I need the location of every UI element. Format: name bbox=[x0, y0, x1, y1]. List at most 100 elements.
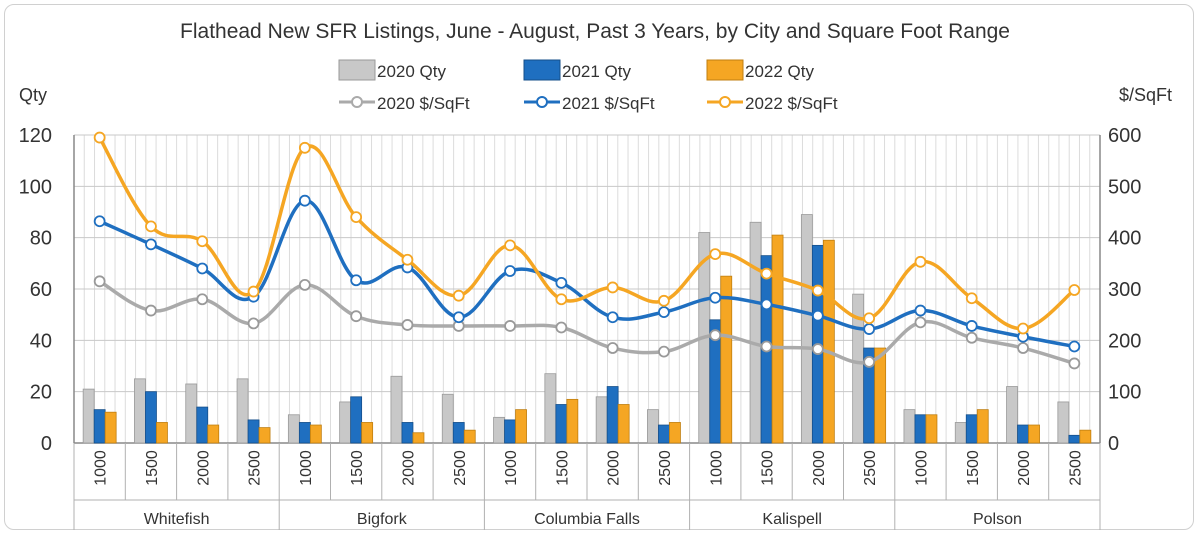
group-label: Whitefish bbox=[144, 511, 210, 528]
y2-tick-label: 0 bbox=[1108, 433, 1119, 455]
bar-2021-qty bbox=[965, 414, 978, 444]
bar-2021-qty bbox=[196, 406, 209, 444]
legend-swatch bbox=[706, 59, 744, 81]
bar-2020-qty bbox=[954, 422, 967, 444]
x-tick-label: 1000 bbox=[298, 450, 315, 486]
legend-item-2021-price: 2021 $/SqFt bbox=[524, 94, 655, 113]
bar-2022-qty bbox=[412, 432, 425, 444]
point-2022-sqft bbox=[658, 294, 670, 307]
bar-2022-qty bbox=[669, 422, 681, 444]
bar-2021-qty bbox=[247, 419, 260, 444]
tick-labels: 0 20 40 60 80 100 120 0 100 200 300 400 500 600 1000 15… bbox=[19, 125, 1142, 528]
bar-2022-qty bbox=[258, 427, 271, 444]
bar-2021-qty bbox=[1068, 434, 1081, 444]
bar-2021-qty bbox=[1017, 424, 1029, 444]
point-2021-sqft bbox=[350, 274, 363, 287]
group-label: Bigfork bbox=[357, 511, 408, 528]
x-tick-label: 2000 bbox=[195, 450, 212, 486]
bar-2021-qty bbox=[350, 396, 363, 444]
y2-tick-label: 400 bbox=[1108, 228, 1141, 250]
point-2020-sqft bbox=[914, 316, 927, 329]
y2-tick-label: 500 bbox=[1108, 176, 1141, 198]
bar-2020-qty bbox=[800, 214, 813, 444]
legend-item-2021-qty: 2021 Qty bbox=[523, 59, 631, 81]
point-2021-sqft bbox=[709, 291, 722, 304]
legend-label: 2021 $/SqFt bbox=[562, 94, 655, 113]
point-2021-sqft bbox=[555, 276, 568, 289]
point-2022-sqft bbox=[452, 289, 465, 302]
bar-2020-qty bbox=[595, 396, 608, 444]
bar-2020-qty bbox=[82, 388, 95, 444]
bar-2021-qty bbox=[555, 404, 568, 444]
point-2020-sqft bbox=[93, 275, 106, 288]
point-2020-sqft bbox=[658, 345, 670, 358]
bar-2022-qty bbox=[976, 409, 989, 444]
bar-2022-qty bbox=[771, 234, 784, 444]
bar-2020-qty bbox=[1057, 401, 1070, 444]
x-tick-label: 2000 bbox=[606, 450, 623, 486]
point-2022-sqft bbox=[145, 220, 157, 233]
legend: 2020 Qty 2021 Qty 2022 Qty 2020 $/SqFt 2… bbox=[338, 59, 838, 113]
point-2020-sqft bbox=[1017, 342, 1029, 354]
point-2020-sqft bbox=[811, 343, 824, 355]
point-2020-sqft bbox=[145, 304, 157, 317]
point-2020-sqft bbox=[350, 310, 363, 323]
bar-2022-qty bbox=[822, 239, 835, 444]
x-tick-label: 2000 bbox=[811, 450, 828, 486]
point-2022-sqft bbox=[606, 281, 619, 294]
x-tick-label: 2000 bbox=[1016, 450, 1033, 486]
point-2021-sqft bbox=[965, 320, 978, 332]
point-2020-sqft bbox=[401, 319, 414, 331]
bar-2022-qty bbox=[1079, 429, 1092, 444]
y-tick-label: 40 bbox=[30, 330, 52, 352]
x-tick-label: 1000 bbox=[93, 450, 110, 486]
point-2022-sqft bbox=[811, 284, 824, 297]
legend-marker bbox=[351, 96, 363, 108]
lines bbox=[93, 131, 1081, 370]
x-tick-label: 2500 bbox=[1067, 450, 1084, 486]
point-2022-sqft bbox=[1017, 322, 1029, 335]
point-2020-sqft bbox=[709, 329, 722, 342]
legend-item-2020-qty: 2020 Qty bbox=[338, 59, 446, 81]
x-tick-label: 1000 bbox=[503, 450, 520, 486]
bar-2021-qty bbox=[298, 422, 311, 444]
x-tick-label: 2500 bbox=[657, 450, 674, 486]
point-2020-sqft bbox=[863, 355, 876, 368]
x-tick-label: 1500 bbox=[144, 450, 161, 486]
point-2020-sqft bbox=[606, 342, 619, 354]
y-tick-label: 0 bbox=[41, 433, 52, 455]
y-axis-label: Qty bbox=[19, 85, 47, 105]
legend-label: 2022 $/SqFt bbox=[745, 94, 838, 113]
point-2020-sqft bbox=[760, 340, 773, 353]
legend-item-2022-qty: 2022 Qty bbox=[706, 59, 814, 81]
point-2021-sqft bbox=[606, 311, 619, 324]
legend-label: 2020 Qty bbox=[377, 62, 446, 81]
x-tick-label: 1500 bbox=[965, 450, 982, 486]
point-2022-sqft bbox=[247, 285, 260, 298]
bar-2021-qty bbox=[401, 422, 414, 444]
y-tick-label: 60 bbox=[30, 279, 52, 301]
y2-tick-label: 100 bbox=[1108, 382, 1141, 404]
bar-2022-qty bbox=[156, 422, 168, 444]
bar-2020-qty bbox=[390, 375, 403, 444]
bar-2022-qty bbox=[361, 422, 374, 444]
legend-item-2022-price: 2022 $/SqFt bbox=[707, 94, 838, 113]
bar-2021-qty bbox=[658, 424, 670, 444]
legend-swatch bbox=[338, 59, 376, 81]
legend-label: 2021 Qty bbox=[562, 62, 631, 81]
bar-2020-qty bbox=[236, 378, 249, 444]
bar-2022-qty bbox=[874, 347, 887, 444]
bar-2020-qty bbox=[749, 221, 762, 444]
point-2022-sqft bbox=[555, 293, 568, 306]
bar-2022-qty bbox=[463, 429, 476, 444]
bar-2022-qty bbox=[1028, 424, 1040, 444]
point-2021-sqft bbox=[658, 306, 670, 319]
y2-tick-label: 300 bbox=[1108, 279, 1141, 301]
point-2022-sqft bbox=[401, 253, 414, 266]
point-2022-sqft bbox=[709, 248, 722, 260]
point-2021-sqft bbox=[760, 298, 773, 311]
bar-2022-qty bbox=[617, 404, 630, 444]
point-2020-sqft bbox=[555, 321, 568, 334]
point-2021-sqft bbox=[145, 238, 157, 251]
bar-2020-qty bbox=[544, 373, 557, 444]
